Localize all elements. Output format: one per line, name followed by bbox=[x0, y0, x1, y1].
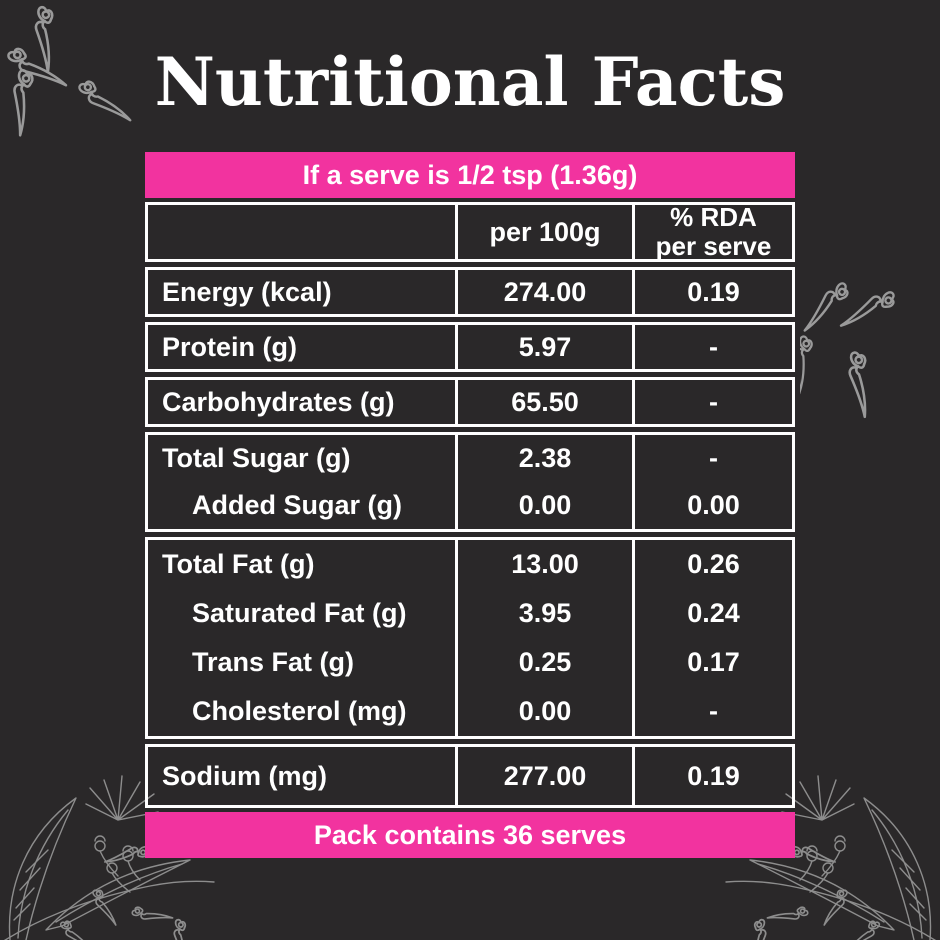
table-row: Trans Fat (g) 0.25 0.17 bbox=[148, 638, 792, 687]
per-100g-value: 0.25 bbox=[455, 638, 635, 687]
per-100g-value: 0.00 bbox=[455, 482, 635, 529]
table-row: Added Sugar (g) 0.00 0.00 bbox=[148, 482, 792, 529]
rda-value: 0.00 bbox=[687, 490, 740, 520]
per-100g-value: 5.97 bbox=[455, 325, 635, 369]
per-100g-value: 0.00 bbox=[455, 687, 635, 736]
per-100g-value: 65.50 bbox=[455, 380, 635, 424]
table-group-sodium: Sodium (mg) 277.00 0.19 bbox=[145, 744, 795, 808]
nutrient-label: Saturated Fat (g) bbox=[192, 598, 407, 628]
rda-value: - bbox=[709, 443, 718, 473]
rda-value: - bbox=[709, 696, 718, 726]
table-row: Total Sugar (g) 2.38 - bbox=[148, 435, 792, 482]
clove-sketch-icon bbox=[800, 275, 900, 419]
table-group-fat: Total Fat (g) 13.00 0.26 Saturated Fat (… bbox=[145, 537, 795, 739]
table-row: Sodium (mg) 277.00 0.19 bbox=[148, 747, 792, 805]
table-row: Protein (g) 5.97 - bbox=[148, 325, 792, 369]
rda-value: 0.19 bbox=[687, 276, 740, 307]
nutrition-panel: If a serve is 1/2 tsp (1.36g) per 100g %… bbox=[145, 152, 795, 858]
rda-value: 0.26 bbox=[687, 549, 740, 579]
rda-value: 0.19 bbox=[687, 760, 740, 791]
nutrient-label: Sodium (mg) bbox=[162, 760, 327, 791]
nutrient-label: Trans Fat (g) bbox=[192, 647, 355, 677]
header-per-100g: per 100g bbox=[455, 205, 635, 259]
nutrient-label: Total Fat (g) bbox=[162, 549, 315, 579]
table-group-protein: Protein (g) 5.97 - bbox=[145, 322, 795, 372]
per-100g-value: 277.00 bbox=[455, 747, 635, 805]
serving-banner: If a serve is 1/2 tsp (1.36g) bbox=[145, 152, 795, 198]
table-group-energy: Energy (kcal) 274.00 0.19 bbox=[145, 267, 795, 317]
table-row: Cholesterol (mg) 0.00 - bbox=[148, 687, 792, 736]
table-group-sugar: Total Sugar (g) 2.38 - Added Sugar (g) 0… bbox=[145, 432, 795, 532]
nutrient-label: Cholesterol (mg) bbox=[192, 696, 407, 726]
per-100g-value: 13.00 bbox=[455, 540, 635, 589]
table-group-carbohydrates: Carbohydrates (g) 65.50 - bbox=[145, 377, 795, 427]
table-row: Carbohydrates (g) 65.50 - bbox=[148, 380, 792, 424]
nutrient-label: Total Sugar (g) bbox=[162, 443, 351, 473]
rda-value: - bbox=[709, 386, 718, 417]
per-100g-value: 3.95 bbox=[455, 589, 635, 638]
header-empty-cell bbox=[148, 205, 455, 259]
nutrient-label: Energy (kcal) bbox=[162, 276, 332, 307]
header-rda-per-serve: % RDA per serve bbox=[635, 202, 792, 261]
rda-value: 0.24 bbox=[687, 598, 740, 628]
rda-value: 0.17 bbox=[687, 647, 740, 677]
nutrient-label: Added Sugar (g) bbox=[192, 490, 402, 520]
rda-value: - bbox=[709, 331, 718, 362]
header-rda-line1: % RDA bbox=[670, 202, 757, 233]
per-100g-value: 2.38 bbox=[455, 435, 635, 482]
table-row: Saturated Fat (g) 3.95 0.24 bbox=[148, 589, 792, 638]
table-header-row: per 100g % RDA per serve bbox=[148, 202, 792, 261]
page-title: Nutritional Facts bbox=[154, 43, 786, 121]
header-rda-line2: per serve bbox=[655, 231, 772, 261]
nutrient-label: Protein (g) bbox=[162, 331, 297, 362]
table-row: Total Fat (g) 13.00 0.26 bbox=[148, 540, 792, 589]
nutrient-label: Carbohydrates (g) bbox=[162, 386, 395, 417]
per-100g-value: 274.00 bbox=[455, 270, 635, 314]
pack-banner: Pack contains 36 serves bbox=[145, 812, 795, 858]
table-row: Energy (kcal) 274.00 0.19 bbox=[148, 270, 792, 314]
table-header-group: per 100g % RDA per serve bbox=[145, 202, 795, 262]
